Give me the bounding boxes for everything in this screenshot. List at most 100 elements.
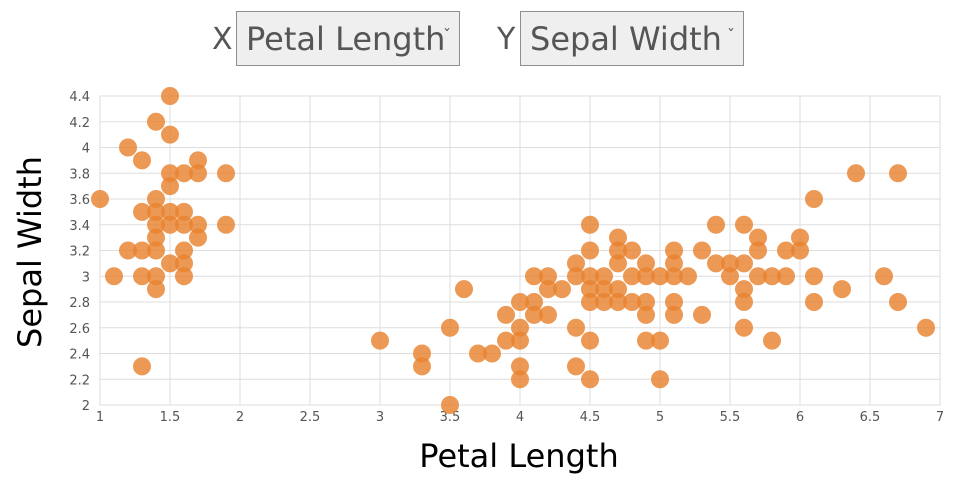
data-point [637,254,655,273]
data-point [679,267,697,286]
data-point [161,202,179,221]
x-tick-label: 7 [936,410,944,425]
data-point [483,344,501,363]
data-point [511,370,529,389]
data-point [735,293,753,311]
data-point [161,215,179,234]
data-point [637,293,655,311]
data-point [175,202,193,221]
data-point [805,293,823,311]
data-point [133,202,151,221]
data-point [413,344,431,363]
data-point [665,254,683,273]
data-point [511,293,529,311]
data-point [707,215,725,234]
x-tick-label: 4.5 [580,410,601,425]
data-point [833,280,851,299]
data-point [133,241,151,260]
y-tick-label: 2 [82,399,90,414]
data-point [469,344,487,363]
x-tick-label: 4 [516,410,524,425]
data-point [539,267,557,286]
data-point [609,228,627,247]
data-point [721,267,739,286]
chevron-down-icon: ˇ [727,26,735,45]
data-point [637,267,655,286]
data-point [175,215,193,234]
data-point [511,357,529,376]
data-point [189,164,207,183]
x-tick-label: 1 [96,410,104,425]
data-point [161,87,179,105]
data-point [693,305,711,324]
x-tick-label: 3 [376,410,384,425]
data-point [735,215,753,234]
data-point [119,241,137,260]
data-point [525,293,543,311]
data-point [147,241,165,260]
x-tick-label: 2 [236,410,244,425]
x-axis-letter: X [212,22,233,57]
data-point [189,228,207,247]
data-point [581,215,599,234]
data-point [595,267,613,286]
data-point [175,267,193,286]
data-point [441,396,459,414]
data-point [637,305,655,324]
data-point [175,254,193,273]
y-tick-label: 2.8 [69,296,90,311]
data-point [609,280,627,299]
y-tick-label: 4.4 [69,90,90,105]
data-point [735,254,753,273]
data-point [917,318,935,337]
data-point [161,254,179,273]
data-point [441,318,459,337]
data-point [105,267,123,286]
data-point [567,267,585,286]
data-point [651,370,669,389]
data-point [805,190,823,208]
data-point [539,280,557,299]
x-tick-label: 6.5 [860,410,881,425]
data-point [161,164,179,183]
data-point [623,241,641,260]
y-tick-label: 3.4 [69,219,90,234]
data-point [805,267,823,286]
data-point [707,254,725,273]
y-axis-select[interactable]: Sepal Width ˇ [520,11,744,66]
data-point [609,241,627,260]
data-point [889,293,907,311]
data-point [847,164,865,183]
data-point [217,215,235,234]
data-point [581,331,599,350]
data-point [189,215,207,234]
data-point [581,293,599,311]
y-tick-label: 4 [82,142,90,157]
data-point [511,331,529,350]
x-axis-select[interactable]: Petal Length ˇ [236,11,460,66]
data-point [189,151,207,170]
data-point [665,305,683,324]
data-point [721,254,739,273]
data-point [651,331,669,350]
data-point [539,305,557,324]
data-point [133,267,151,286]
axis-controls: X Petal Length ˇ Y Sepal Width ˇ [0,0,960,80]
data-point [581,370,599,389]
data-point [147,267,165,286]
x-axis-label: Petal Length [419,437,618,475]
data-point [735,318,753,337]
data-point [777,267,795,286]
data-point [763,267,781,286]
data-point [791,241,809,260]
data-point [581,280,599,299]
data-point [637,331,655,350]
data-point [175,241,193,260]
data-point [161,177,179,196]
data-point [735,280,753,299]
data-point [889,164,907,183]
data-point [91,190,109,208]
data-point [749,267,767,286]
data-point [665,267,683,286]
data-point [455,280,473,299]
